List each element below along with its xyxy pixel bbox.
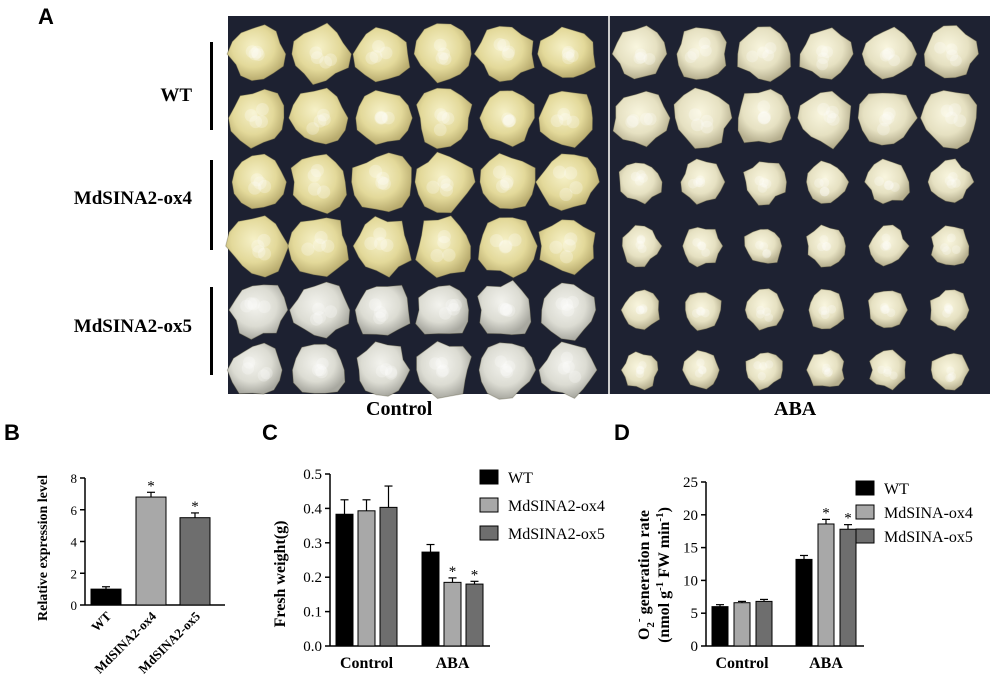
photo-plate-aba [610, 16, 990, 394]
chart-d-bar-significance: * [844, 511, 852, 527]
panel-b-letter: B [4, 420, 20, 445]
chart-c-bar [379, 506, 398, 647]
chart-d-legend-swatch [855, 504, 875, 520]
chart-d-x-tick-label: Control [715, 655, 769, 672]
chart-c-bar [335, 513, 354, 647]
chart-d-legend-swatch [855, 528, 875, 544]
chart-d-bar [839, 528, 857, 647]
chart-b-bar [135, 496, 167, 606]
row-label-wt: WT [160, 85, 192, 106]
chart-d-y-tick-label: 10 [683, 573, 698, 589]
chart-c-bar [357, 510, 376, 647]
chart-b-bar-significance: * [191, 499, 199, 515]
chart-d-bar [795, 558, 813, 647]
chart-d-bar-significance: * [822, 505, 830, 521]
chart-d-bar [733, 602, 751, 647]
chart-d-y-tick-label: 15 [683, 541, 698, 557]
chart-b-y-tick-label: 0 [71, 598, 78, 613]
chart-c-bar [465, 583, 484, 647]
chart-c-y-tick-label: 0.0 [303, 639, 322, 655]
chart-b-expression: Relative expression level 02468WT*MdSINA… [36, 471, 225, 676]
chart-c-y-tick-label: 0.5 [303, 467, 322, 483]
chart-c-ylabel: Fresh weight(g) [272, 521, 289, 628]
row-bracket-wt [210, 42, 213, 130]
chart-d-ylabel-units: (nmol g-1 FW min-1) [654, 507, 673, 643]
chart-b-bar [179, 517, 211, 606]
callus-photo [225, 16, 990, 400]
chart-c-fresh-weight: Fresh weight(g) 0.0 0.1 0.2 0.3 0.4 0.5 Contro… [272, 467, 605, 672]
chart-c-y-tick-label: 0.2 [303, 570, 322, 586]
chart-c-legend-label: MdSINA2-ox5 [508, 526, 605, 543]
row-bracket-ox5 [210, 287, 213, 375]
chart-d-bar [711, 606, 729, 647]
chart-d-y-tick-label: 20 [683, 508, 698, 524]
panel-c-letter: C [262, 420, 278, 445]
chart-c-bar-significance: * [471, 567, 479, 583]
panel-a-letter: A [38, 4, 54, 29]
chart-c-y-tick-label: 0.4 [303, 501, 322, 517]
chart-d-legend-label: MdSINA-ox5 [884, 529, 973, 546]
chart-b-bar-significance: * [147, 478, 155, 494]
chart-d-ylabel: O2- generation rate [633, 510, 657, 640]
chart-c-legend-swatch [479, 497, 499, 513]
condition-label-aba: ABA [774, 398, 817, 420]
row-label-ox4: MdSINA2-ox4 [73, 188, 192, 209]
chart-c-y-tick-label: 0.1 [303, 605, 322, 621]
chart-c-bar [421, 551, 440, 647]
chart-b-ylabel: Relative expression level [36, 475, 51, 621]
chart-c-legend-swatch [479, 469, 499, 485]
row-bracket-ox4 [210, 160, 213, 250]
chart-c-bar-significance: * [449, 564, 457, 580]
chart-b-y-tick-label: 4 [71, 535, 78, 550]
chart-d-y-tick-label: 5 [691, 606, 699, 622]
chart-c-x-tick-label: Control [340, 655, 394, 672]
chart-b-x-tick-label: WT [88, 608, 114, 634]
chart-c-legend-label: WT [508, 470, 533, 487]
chart-d-legend-label: MdSINA-ox4 [884, 505, 973, 522]
chart-c-x-tick-label: ABA [436, 655, 470, 672]
chart-b-bar [90, 588, 122, 606]
chart-b-y-tick-label: 8 [71, 471, 78, 486]
chart-d-legend-label: WT [884, 481, 909, 498]
chart-d-y-tick-label: 0 [691, 639, 699, 655]
condition-label-control: Control [366, 398, 433, 420]
chart-b-y-tick-label: 2 [71, 566, 78, 581]
chart-d-o2-rate: O2- generation rate (nmol g-1 FW min-1) … [633, 475, 973, 672]
chart-d-y-tick-label: 25 [683, 475, 698, 491]
row-label-ox5: MdSINA2-ox5 [73, 316, 192, 337]
chart-d-bar [755, 600, 773, 647]
chart-c-y-tick-label: 0.3 [303, 536, 322, 552]
chart-c-legend-swatch [479, 525, 499, 541]
chart-d-bar [817, 523, 835, 647]
chart-d-legend-swatch [855, 480, 875, 496]
chart-c-bar [443, 581, 462, 647]
chart-b-y-tick-label: 6 [71, 503, 78, 518]
panel-d-letter: D [614, 420, 630, 445]
photo-plate-control [228, 16, 608, 394]
chart-d-x-tick-label: ABA [809, 655, 843, 672]
chart-c-legend-label: MdSINA2-ox4 [508, 498, 605, 515]
